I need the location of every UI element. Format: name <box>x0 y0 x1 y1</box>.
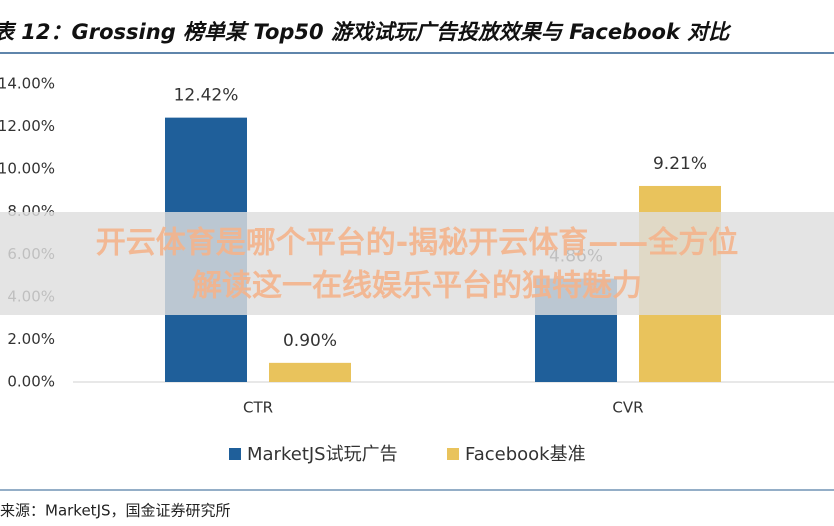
watermark-text: 开云体育是哪个平台的-揭秘开云体育——全方位 <box>96 226 738 261</box>
data-label: 0.90% <box>283 331 337 351</box>
legend-label: Facebook基准 <box>465 444 586 465</box>
watermark-text: 解读这一在线娱乐平台的独特魅力 <box>192 269 642 304</box>
x-tick-label: CVR <box>612 399 643 417</box>
bar <box>269 362 351 382</box>
chart-title: 图表 12：Grossing 榜单某 Top50 游戏试玩广告投放效果与 Fac… <box>0 20 732 44</box>
x-tick-label: CTR <box>243 399 273 417</box>
y-tick-label: 14.00% <box>0 75 55 93</box>
legend-label: MarketJS试玩广告 <box>247 444 398 465</box>
watermark-band <box>0 212 834 315</box>
data-label: 9.21% <box>653 154 707 174</box>
y-tick-label: 12.00% <box>0 117 55 135</box>
y-tick-label: 2.00% <box>7 330 55 348</box>
legend-swatch <box>447 448 459 460</box>
source: 资料来源：MarketJS，国金证券研究所 <box>0 502 231 520</box>
y-tick-label: 10.00% <box>0 160 55 178</box>
legend-swatch <box>229 448 241 460</box>
data-label: 12.42% <box>174 86 239 106</box>
y-tick-label: 0.00% <box>7 373 55 391</box>
